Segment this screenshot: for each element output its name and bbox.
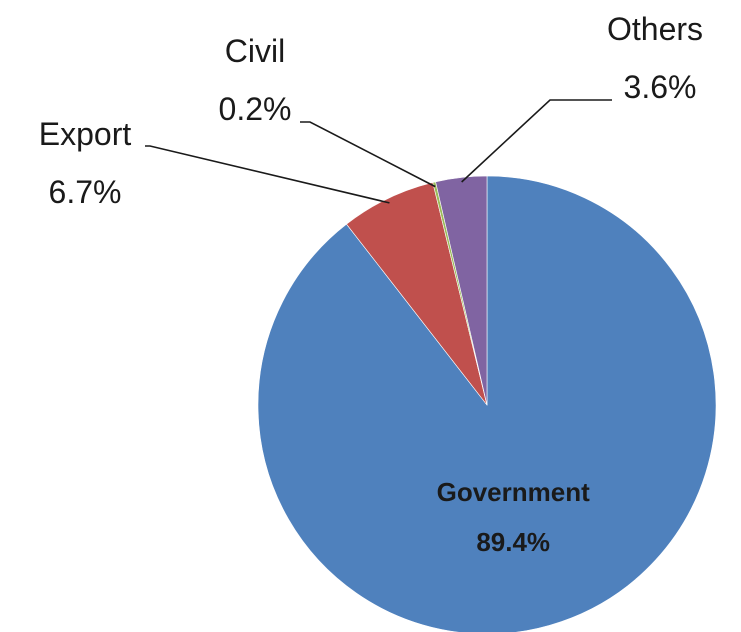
slice-label-government-value: 89.4% [476, 527, 550, 557]
leader-line-others [461, 99, 612, 183]
slice-label-civil-name: Civil [225, 33, 285, 69]
leader-lines-layer [145, 99, 612, 204]
slice-label-government-name: Government [437, 477, 590, 507]
slice-label-others-name: Others [607, 11, 703, 47]
slice-label-export-name: Export [39, 116, 132, 152]
slice-label-others-value: 3.6% [624, 69, 697, 105]
slice-label-civil-value: 0.2% [219, 91, 292, 127]
leader-line-export [145, 145, 390, 204]
slice-label-export-value: 6.7% [49, 174, 122, 210]
leader-line-civil [300, 121, 436, 188]
pie-slice-others [435, 175, 488, 406]
labels-layer: Government 89.4% Export 6.7% Civil 0.2% Others… [39, 11, 703, 557]
slices-layer [257, 175, 717, 632]
